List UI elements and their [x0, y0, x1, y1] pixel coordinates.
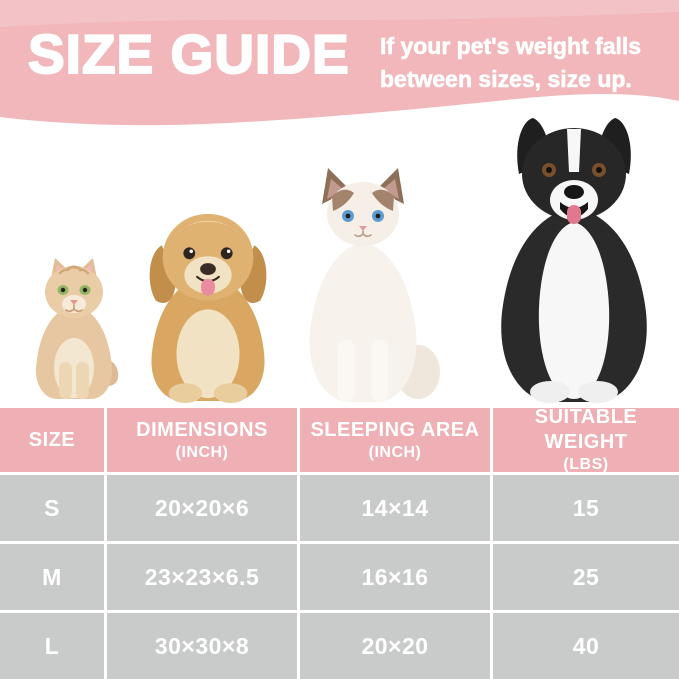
table-row-m-dimensions: 23×23×6.5: [107, 544, 297, 610]
table-row-l-suitable-weight: 40: [493, 613, 679, 679]
cell-value: 40: [572, 632, 600, 659]
table-row-s-size: S: [0, 475, 104, 541]
cell-value: L: [44, 632, 60, 659]
cell-value: 23×23×6.5: [144, 563, 260, 590]
column-header-sleeping-area: SLEEPING AREA (INCH): [300, 408, 490, 472]
column-header-label: SLEEPING AREA: [310, 418, 480, 441]
ragdoll-cat-icon: [288, 162, 440, 403]
subtitle-line-1: If your pet's weight falls: [380, 33, 642, 60]
cream-tabby-cat-icon: [24, 250, 124, 400]
subtitle-line-2: between sizes, size up.: [380, 65, 632, 92]
table-row-l-size: L: [0, 613, 104, 679]
column-header-sublabel: (LBS): [563, 456, 609, 474]
table-row-m-sleeping-area: 16×16: [300, 544, 490, 610]
cell-value: M: [42, 563, 62, 590]
column-header-dimensions: DIMENSIONS (INCH): [107, 408, 297, 472]
size-table: SIZE DIMENSIONS (INCH) SLEEPING AREA (IN…: [0, 406, 679, 679]
table-row-s-sleeping-area: 14×14: [300, 475, 490, 541]
column-header-size: SIZE: [0, 408, 104, 472]
table-row-s-dimensions: 20×20×6: [107, 475, 297, 541]
cell-value: 15: [572, 494, 600, 521]
table-row-l-dimensions: 30×30×8: [107, 613, 297, 679]
cell-value: S: [44, 494, 60, 521]
table-row-m-suitable-weight: 25: [493, 544, 679, 610]
header-wave-background: [0, 0, 679, 126]
column-header-sublabel: (INCH): [368, 443, 422, 461]
cell-value: 16×16: [361, 563, 429, 590]
table-row-m-size: M: [0, 544, 104, 610]
column-header-label: SUITABLE WEIGHT: [534, 406, 638, 454]
column-header-sublabel: (INCH): [175, 443, 229, 461]
cell-value: 20×20×6: [154, 494, 250, 521]
table-row-l-sleeping-area: 20×20: [300, 613, 490, 679]
page-title: SIZE GUIDE: [27, 22, 350, 86]
cell-value: 25: [572, 563, 600, 590]
column-header-label: SIZE: [28, 428, 76, 451]
table-row-s-suitable-weight: 15: [493, 475, 679, 541]
cell-value: 30×30×8: [154, 632, 250, 659]
cell-value: 20×20: [361, 632, 429, 659]
header-subtitle: If your pet's weight falls between sizes…: [380, 30, 642, 95]
cell-value: 14×14: [361, 494, 429, 521]
tan-puppy-icon: [131, 206, 285, 403]
border-collie-icon: [478, 112, 670, 403]
column-header-label: DIMENSIONS: [136, 418, 268, 441]
column-header-suitable-weight: SUITABLE WEIGHT (LBS): [493, 406, 679, 474]
